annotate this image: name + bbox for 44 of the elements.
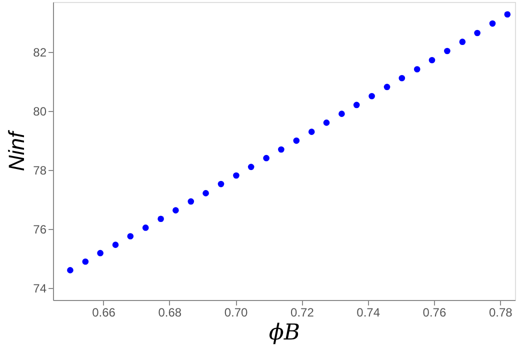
y-tick-label: 76	[33, 222, 47, 237]
point	[233, 172, 240, 179]
x-tick-label: 0.76	[422, 306, 446, 320]
y-tick-label: 74	[33, 282, 47, 296]
point	[459, 38, 466, 45]
point	[202, 190, 209, 196]
point	[127, 233, 134, 240]
point	[82, 258, 89, 265]
point	[142, 224, 149, 231]
y-tick-label: 82	[33, 46, 47, 60]
y-tick-label: 80	[33, 104, 47, 119]
point	[293, 138, 300, 144]
point	[97, 250, 104, 256]
point	[384, 84, 390, 90]
point	[308, 128, 315, 135]
point	[504, 11, 511, 18]
point	[489, 20, 496, 27]
point	[368, 92, 375, 100]
point	[323, 120, 330, 126]
point	[248, 164, 254, 170]
point	[218, 180, 224, 188]
point	[67, 267, 74, 274]
point	[172, 207, 179, 214]
point	[278, 146, 284, 153]
y-axis-title: Ninf	[4, 129, 30, 172]
x-tick-label: 0.68	[158, 306, 182, 320]
point	[338, 110, 345, 117]
point	[158, 216, 164, 222]
point	[188, 198, 194, 205]
point	[444, 48, 450, 54]
point	[428, 56, 436, 64]
x-tick-label: 0.72	[290, 306, 314, 320]
x-tick-label: 0.70	[224, 306, 248, 320]
point	[263, 154, 270, 162]
y-tick-label: 78	[33, 164, 47, 178]
point	[112, 242, 119, 248]
x-tick-label: 0.66	[92, 306, 116, 320]
x-tick-label: 0.74	[356, 306, 380, 320]
point	[398, 74, 406, 82]
point	[414, 66, 420, 72]
point	[353, 102, 360, 108]
point	[474, 30, 480, 36]
x-axis-title: ϕB	[268, 320, 300, 346]
x-tick-label: 0.78	[488, 306, 513, 320]
